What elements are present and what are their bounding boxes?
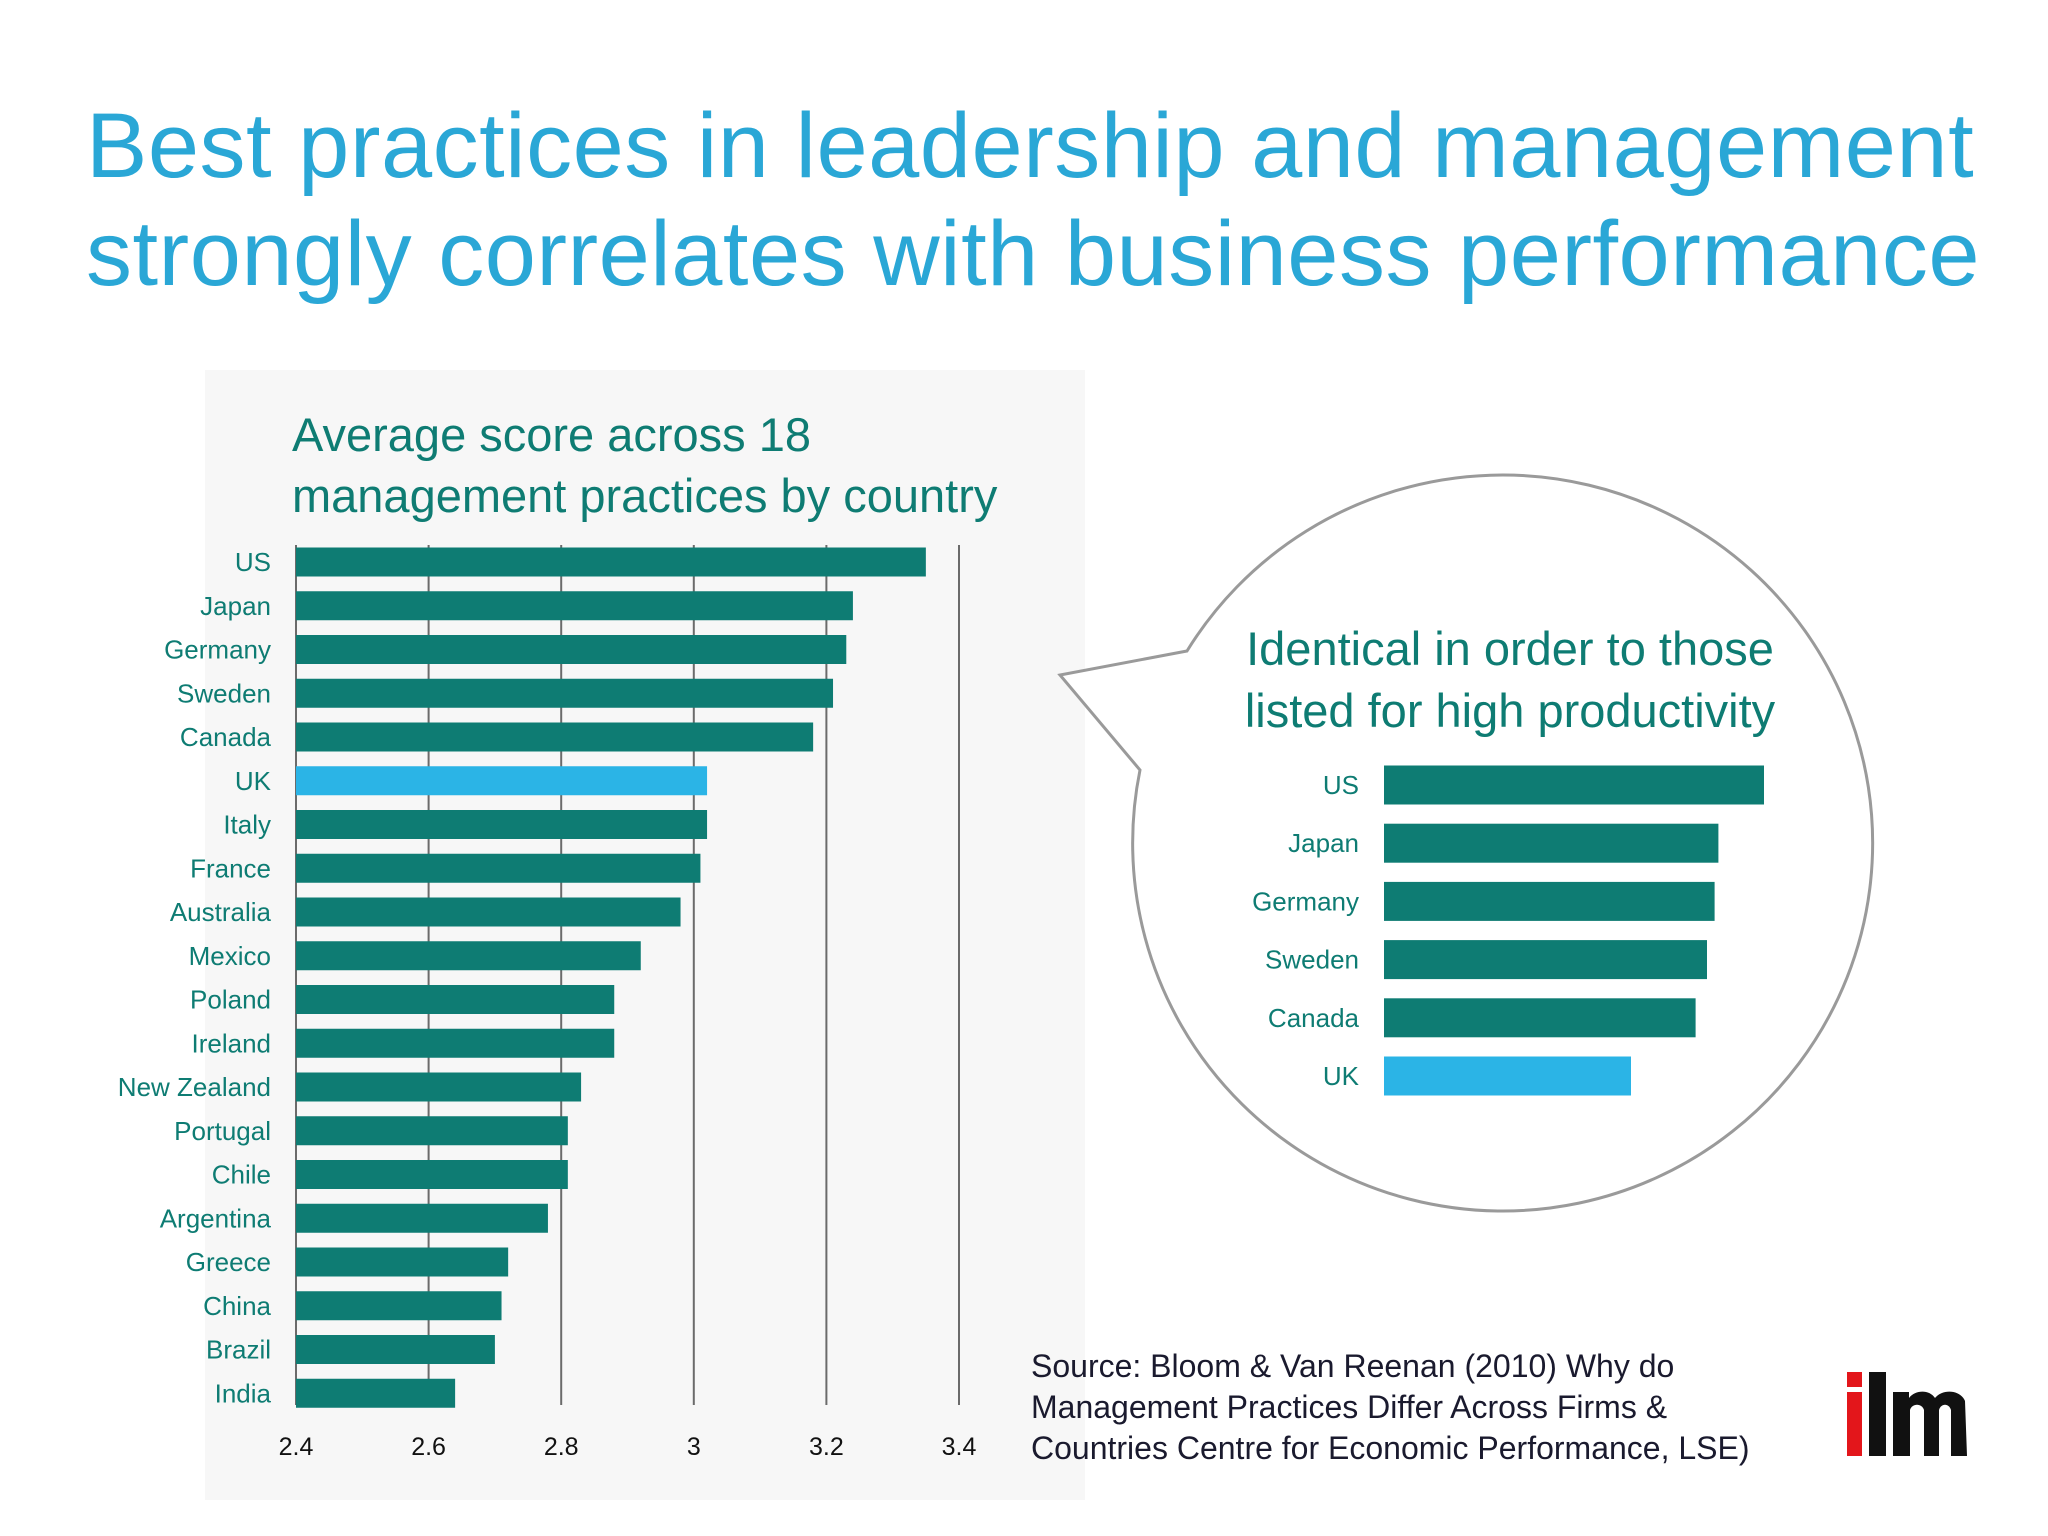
bubble-category-label: Germany <box>1252 886 1359 916</box>
bar-china <box>296 1291 502 1321</box>
category-label: China <box>203 1291 271 1321</box>
logo-dot <box>1847 1372 1862 1387</box>
category-label: France <box>190 853 271 883</box>
ilm-logo <box>1847 1372 1967 1456</box>
logo-m <box>1893 1391 1967 1456</box>
category-label: Canada <box>180 722 272 752</box>
bar-brazil <box>296 1335 495 1364</box>
category-label: Italy <box>223 810 271 840</box>
bar-argentina <box>296 1203 548 1233</box>
category-label: Portugal <box>174 1116 271 1146</box>
category-label: UK <box>235 766 272 796</box>
logo-i-stem <box>1847 1392 1862 1456</box>
category-label: Chile <box>212 1160 271 1190</box>
bar-chile <box>296 1160 568 1189</box>
bar-ireland <box>296 1028 615 1058</box>
slide-title: Best practices in leadership and managem… <box>86 92 1986 308</box>
category-label: Ireland <box>192 1028 272 1058</box>
x-tick-label: 3.4 <box>942 1433 977 1461</box>
bubble-category-label: Canada <box>1268 1003 1360 1033</box>
category-label: Japan <box>200 591 271 621</box>
slide-title-line: Best practices in leadership and managem… <box>86 95 1975 197</box>
category-label: Argentina <box>160 1203 272 1233</box>
category-label: Poland <box>190 985 271 1015</box>
bubble-bar-germany <box>1384 881 1715 921</box>
bar-germany <box>296 635 847 664</box>
category-label: US <box>235 547 271 577</box>
source-line: Management Practices Differ Across Firms… <box>1031 1389 1668 1425</box>
source-citation: Source: Bloom & Van Reenan (2010) Why do… <box>1031 1346 1811 1469</box>
x-tick-label: 2.8 <box>544 1433 579 1461</box>
x-tick-label: 2.6 <box>411 1433 446 1461</box>
bubble-category-label: UK <box>1323 1061 1360 1091</box>
bar-india <box>296 1378 456 1408</box>
source-line: Source: Bloom & Van Reenan (2010) Why do <box>1031 1348 1675 1384</box>
chart-title-line: Average score across 18 <box>292 408 812 461</box>
bar-greece <box>296 1247 509 1277</box>
bar-us <box>296 547 926 577</box>
bar-portugal <box>296 1116 568 1146</box>
bubble-bar-canada <box>1384 998 1696 1038</box>
bar-sweden <box>296 678 834 708</box>
bubble-category-label: Japan <box>1288 828 1359 858</box>
bar-poland <box>296 985 615 1014</box>
source-line: Countries Centre for Economic Performanc… <box>1031 1430 1750 1466</box>
bubble-bar-uk <box>1384 1056 1631 1096</box>
bubble-bar-japan <box>1384 823 1719 863</box>
category-label: Australia <box>170 897 272 927</box>
bar-australia <box>296 897 681 927</box>
category-label: Greece <box>186 1247 271 1277</box>
category-label: Mexico <box>189 941 271 971</box>
x-tick-label: 2.4 <box>279 1433 314 1461</box>
category-label: Sweden <box>177 678 271 708</box>
x-tick-label: 3 <box>687 1433 701 1461</box>
chart-title-line: management practices by country <box>292 469 998 522</box>
category-label: Brazil <box>206 1335 271 1365</box>
category-label: New Zealand <box>118 1072 271 1102</box>
x-tick-label: 3.2 <box>809 1433 844 1461</box>
bar-new-zealand <box>296 1072 582 1102</box>
bar-mexico <box>296 941 641 971</box>
bar-uk <box>296 766 708 796</box>
bubble-title-line: Identical in order to those <box>1246 622 1774 675</box>
bar-japan <box>296 591 853 621</box>
bubble-bar-us <box>1384 765 1764 805</box>
category-label: India <box>215 1378 272 1408</box>
bar-canada <box>296 722 814 752</box>
logo-l <box>1869 1372 1886 1456</box>
slide-title-line: strongly correlates with business perfor… <box>86 203 1980 305</box>
chart-title: Average score across 18 management pract… <box>292 404 1092 526</box>
bar-italy <box>296 810 708 839</box>
bubble-title-line: listed for high productivity <box>1244 684 1776 737</box>
bar-france <box>296 853 701 883</box>
bubble-category-label: US <box>1323 770 1359 800</box>
bubble-bar-sweden <box>1384 940 1707 980</box>
category-label: Germany <box>164 635 271 665</box>
bubble-title: Identical in order to those listed for h… <box>1160 618 1860 742</box>
bubble-category-label: Sweden <box>1265 945 1359 975</box>
